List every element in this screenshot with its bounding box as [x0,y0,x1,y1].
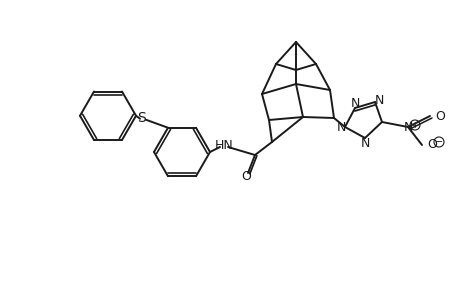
Text: O: O [434,110,444,122]
Text: N: N [359,136,369,149]
Text: O: O [241,170,251,184]
Text: O: O [426,137,436,151]
Text: HN: HN [214,139,233,152]
Text: +: + [411,121,418,130]
Text: −: − [434,137,442,147]
Text: N: N [403,121,412,134]
Text: N: N [336,121,345,134]
Text: N: N [374,94,383,106]
Text: N: N [350,97,359,110]
Text: S: S [137,111,146,125]
